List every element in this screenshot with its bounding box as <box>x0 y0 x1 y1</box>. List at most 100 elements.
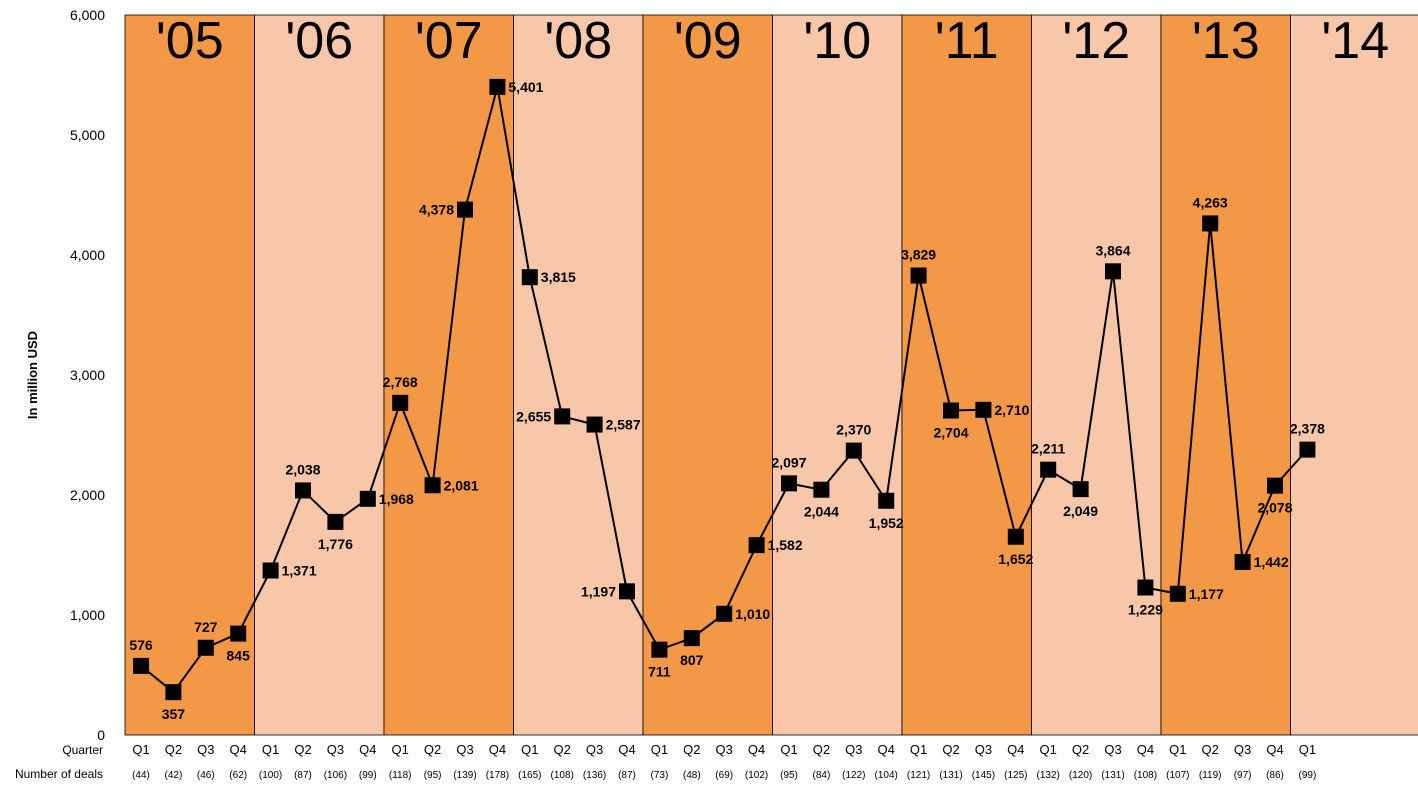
deal-count-label: (131) <box>1101 770 1124 781</box>
deal-count-label: (178) <box>486 770 509 781</box>
data-label: 711 <box>648 664 671 680</box>
quarter-tick-label: Q1 <box>910 742 927 757</box>
deal-count-label: (44) <box>132 770 150 781</box>
series-line: 576 357 727 845 1,371 2,038 1,776 1,968 2,768 2,0… <box>129 78 1325 722</box>
data-label: 2,044 <box>804 504 839 520</box>
deal-count-label: (118) <box>389 770 412 781</box>
data-label: 807 <box>680 652 704 668</box>
deal-count-label: (102) <box>745 770 768 781</box>
y-tick-label: 0 <box>97 727 105 743</box>
deal-count-label: (119) <box>1199 770 1222 781</box>
quarter-tick-label: Q1 <box>1299 742 1316 757</box>
data-point <box>813 481 830 498</box>
deal-count-label: (132) <box>1037 770 1060 781</box>
y-tick-label: 6,000 <box>70 7 105 23</box>
quarter-tick-label: Q1 <box>521 742 538 757</box>
quarter-tick-label: Q2 <box>424 742 441 757</box>
data-point <box>359 490 376 507</box>
deal-count-label: (46) <box>197 770 215 781</box>
data-label: 1,652 <box>998 551 1033 567</box>
data-label: 3,829 <box>901 247 936 263</box>
deal-count-label: (99) <box>359 770 377 781</box>
year-label: '09 <box>674 12 742 70</box>
data-label: 3,815 <box>541 269 576 285</box>
data-point <box>1267 477 1283 494</box>
quarter-tick-label: Q1 <box>262 742 279 757</box>
y-tick-label: 4,000 <box>70 247 105 263</box>
quarter-tick-label: Q3 <box>456 742 473 757</box>
data-point <box>975 401 992 418</box>
data-point <box>683 630 700 647</box>
quarter-tick-label: Q2 <box>1202 742 1219 757</box>
deal-count-label: (131) <box>939 770 962 781</box>
deal-count-label: (104) <box>875 770 898 781</box>
data-label: 1,197 <box>581 583 616 599</box>
deal-count-label: (108) <box>1134 770 1157 781</box>
deal-count-label: (145) <box>972 770 995 781</box>
data-label: 2,211 <box>1031 441 1065 457</box>
data-label: 1,229 <box>1128 602 1163 618</box>
year-label: '12 <box>1062 12 1130 70</box>
data-point <box>424 477 441 494</box>
year-label: '10 <box>803 12 871 70</box>
deal-count-label: (84) <box>813 770 831 781</box>
data-point <box>327 513 344 530</box>
year-label: '05 <box>156 12 224 70</box>
deal-count-label: (106) <box>324 770 347 781</box>
deal-count-label: (100) <box>259 770 282 781</box>
data-point <box>230 625 247 642</box>
data-point <box>1202 215 1219 232</box>
year-label: '07 <box>415 12 483 70</box>
deal-count-label: (87) <box>294 770 312 781</box>
data-point <box>910 267 927 284</box>
deal-count-label: (97) <box>1234 770 1252 781</box>
quarter-tick-label: Q4 <box>618 742 635 757</box>
deal-count-label: (120) <box>1069 770 1092 781</box>
quarter-tick-label: Q1 <box>780 742 797 757</box>
data-point <box>1137 579 1154 596</box>
data-point <box>1169 585 1186 602</box>
quarter-tick-label: Q4 <box>1007 742 1024 757</box>
quarter-tick-label: Q4 <box>489 742 506 757</box>
data-point <box>878 492 895 509</box>
quarter-row-label: Quarter <box>62 743 103 757</box>
year-bands: '05 '06 '07 '08 '09 '10 '11 '12 '13 '14 <box>124 12 1418 736</box>
deal-count-label: (136) <box>583 770 606 781</box>
deal-count-label: (69) <box>715 770 733 781</box>
year-label: '14 <box>1321 12 1389 70</box>
data-point <box>1040 461 1057 478</box>
deals-row-label: Number of deals <box>15 767 103 781</box>
y-tick-label: 5,000 <box>70 127 105 143</box>
quarter-tick-label: Q2 <box>554 742 571 757</box>
deal-count-label: (165) <box>518 770 541 781</box>
quarter-tick-label: Q1 <box>132 742 149 757</box>
data-label: 2,038 <box>285 461 320 477</box>
deal-count-label: (42) <box>165 770 183 781</box>
quarter-tick-label: Q1 <box>1040 742 1057 757</box>
data-point <box>133 657 149 674</box>
quarter-tick-label: Q3 <box>845 742 862 757</box>
deal-count-label: (62) <box>229 770 247 781</box>
deal-count-label: (95) <box>424 770 442 781</box>
data-label: 1,177 <box>1189 586 1224 602</box>
year-label: '08 <box>544 12 612 70</box>
data-point <box>457 201 473 218</box>
quarter-tick-label: Q1 <box>392 742 409 757</box>
deal-count-label: (86) <box>1266 770 1284 781</box>
deal-count-label: (73) <box>651 770 669 781</box>
year-label: '11 <box>935 12 999 70</box>
data-label: 2,081 <box>444 477 479 493</box>
data-point <box>619 583 635 600</box>
quarter-tick-label: Q4 <box>1137 742 1154 757</box>
data-label: 2,049 <box>1063 503 1098 519</box>
deal-count-label: (87) <box>618 770 636 781</box>
data-point <box>262 562 279 579</box>
quarter-tick-label: Q4 <box>748 742 765 757</box>
quarter-tick-label: Q1 <box>1169 742 1186 757</box>
year-band <box>901 14 1032 736</box>
data-label: 845 <box>227 648 251 664</box>
data-label: 2,078 <box>1257 500 1292 516</box>
data-point <box>1007 528 1024 545</box>
quarter-tick-label: Q4 <box>878 742 895 757</box>
